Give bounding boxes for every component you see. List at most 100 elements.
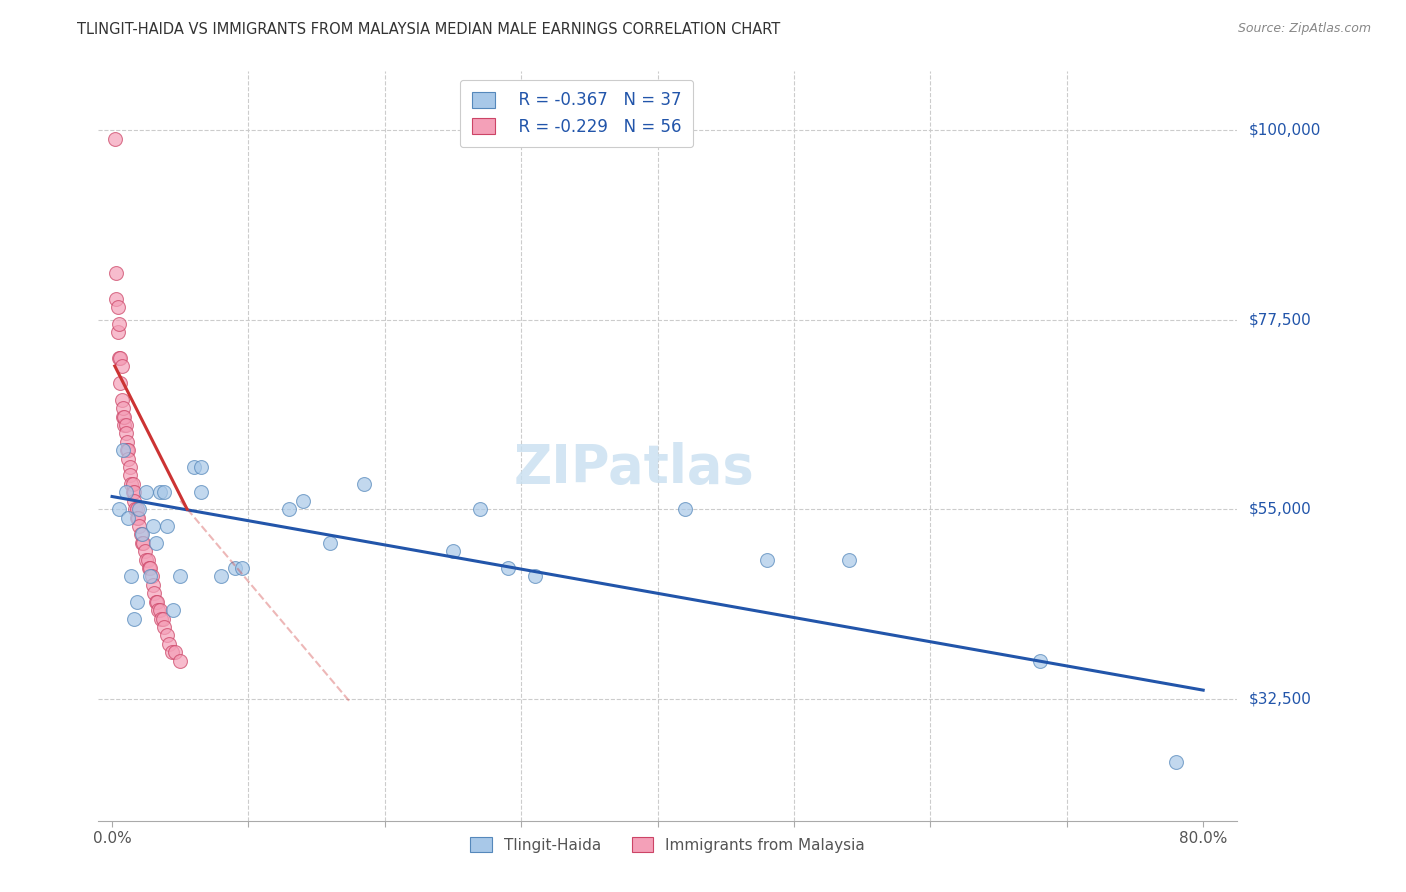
- Point: [125, 510, 148, 524]
- Point: [523, 569, 546, 583]
- Point: [163, 645, 186, 659]
- Point: [110, 376, 132, 390]
- Point: [136, 552, 159, 566]
- Text: $55,000: $55,000: [1249, 501, 1312, 516]
- Text: Source: ZipAtlas.com: Source: ZipAtlas.com: [1237, 22, 1371, 36]
- Point: [118, 460, 141, 475]
- Point: [1164, 755, 1187, 769]
- Point: [150, 611, 173, 625]
- Point: [107, 300, 129, 314]
- Point: [115, 434, 138, 449]
- Point: [231, 561, 253, 575]
- Point: [131, 527, 153, 541]
- Point: [118, 468, 141, 483]
- Point: [110, 359, 132, 373]
- Point: [157, 637, 180, 651]
- Point: [111, 409, 134, 424]
- Text: $100,000: $100,000: [1249, 123, 1320, 137]
- Point: [104, 132, 127, 146]
- Point: [114, 417, 136, 432]
- Point: [110, 392, 132, 407]
- Point: [190, 485, 212, 500]
- Point: [145, 595, 167, 609]
- Point: [114, 426, 136, 441]
- Point: [124, 502, 146, 516]
- Point: [115, 443, 138, 458]
- Point: [122, 611, 145, 625]
- Text: $32,500: $32,500: [1249, 691, 1312, 706]
- Point: [145, 536, 167, 550]
- Point: [108, 317, 131, 331]
- Point: [278, 502, 301, 516]
- Point: [149, 485, 172, 500]
- Point: [129, 527, 152, 541]
- Point: [224, 561, 246, 575]
- Point: [142, 519, 165, 533]
- Point: [353, 476, 375, 491]
- Point: [441, 544, 464, 558]
- Point: [121, 485, 143, 500]
- Point: [156, 519, 179, 533]
- Point: [209, 569, 232, 583]
- Point: [107, 326, 129, 340]
- Point: [148, 603, 170, 617]
- Legend: Tlingit-Haida, Immigrants from Malaysia: Tlingit-Haida, Immigrants from Malaysia: [461, 828, 875, 862]
- Point: [169, 654, 191, 668]
- Point: [114, 485, 136, 500]
- Point: [673, 502, 696, 516]
- Point: [153, 620, 176, 634]
- Point: [1028, 654, 1050, 668]
- Point: [470, 502, 492, 516]
- Point: [160, 645, 183, 659]
- Point: [110, 351, 132, 365]
- Point: [125, 502, 148, 516]
- Point: [108, 502, 131, 516]
- Point: [105, 292, 128, 306]
- Point: [153, 485, 176, 500]
- Point: [169, 569, 191, 583]
- Point: [143, 586, 166, 600]
- Point: [156, 628, 179, 642]
- Point: [122, 493, 145, 508]
- Point: [162, 603, 184, 617]
- Point: [121, 476, 143, 491]
- Point: [105, 267, 128, 281]
- Point: [139, 561, 162, 575]
- Point: [496, 561, 519, 575]
- Point: [112, 417, 135, 432]
- Point: [142, 578, 165, 592]
- Point: [125, 595, 148, 609]
- Point: [138, 561, 160, 575]
- Point: [128, 519, 150, 533]
- Point: [146, 595, 169, 609]
- Point: [117, 443, 139, 458]
- Point: [117, 451, 139, 466]
- Point: [120, 476, 142, 491]
- Point: [127, 510, 149, 524]
- Point: [319, 536, 342, 550]
- Point: [128, 502, 150, 516]
- Point: [149, 603, 172, 617]
- Point: [292, 493, 315, 508]
- Point: [131, 536, 153, 550]
- Text: $77,500: $77,500: [1249, 312, 1312, 327]
- Text: TLINGIT-HAIDA VS IMMIGRANTS FROM MALAYSIA MEDIAN MALE EARNINGS CORRELATION CHART: TLINGIT-HAIDA VS IMMIGRANTS FROM MALAYSI…: [77, 22, 780, 37]
- Point: [117, 510, 139, 524]
- Point: [183, 460, 205, 475]
- Point: [111, 443, 134, 458]
- Point: [139, 569, 162, 583]
- Point: [152, 611, 174, 625]
- Point: [755, 552, 778, 566]
- Point: [120, 569, 142, 583]
- Point: [190, 460, 212, 475]
- Point: [134, 544, 156, 558]
- Point: [132, 536, 155, 550]
- Point: [122, 485, 145, 500]
- Point: [112, 409, 135, 424]
- Point: [135, 485, 157, 500]
- Point: [141, 569, 163, 583]
- Point: [111, 401, 134, 416]
- Point: [838, 552, 860, 566]
- Point: [135, 552, 157, 566]
- Text: ZIPatlas: ZIPatlas: [513, 442, 754, 494]
